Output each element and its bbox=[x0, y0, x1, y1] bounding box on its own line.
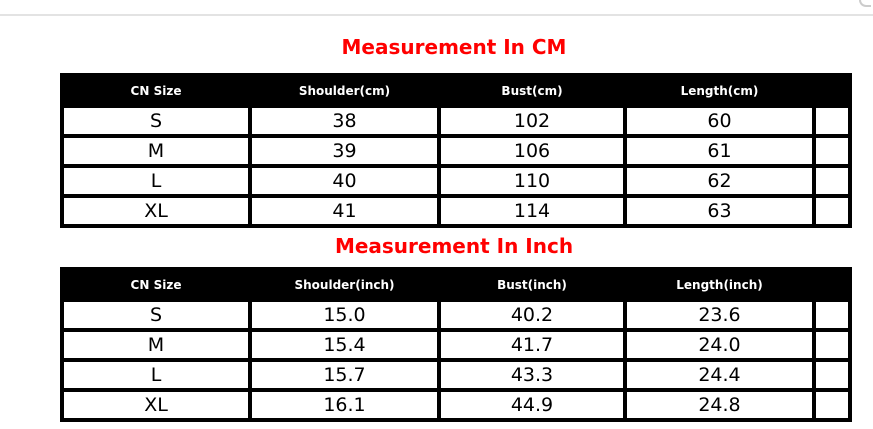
table-header-row: CN Size Shoulder(inch) Bust(inch) Length… bbox=[60, 267, 852, 302]
cell-empty bbox=[812, 328, 852, 362]
cell-bust: 43.3 bbox=[437, 358, 627, 392]
cell-size: S bbox=[60, 298, 252, 332]
cell-shoulder: 38 bbox=[248, 104, 441, 138]
cell-shoulder: 15.7 bbox=[248, 358, 441, 392]
cell-length: 60 bbox=[623, 104, 816, 138]
cell-length: 24.8 bbox=[623, 388, 816, 422]
column-header-bust: Bust(cm) bbox=[437, 73, 627, 108]
cell-length: 24.4 bbox=[623, 358, 816, 392]
column-header-empty bbox=[812, 73, 852, 108]
column-header-length: Length(cm) bbox=[623, 73, 816, 108]
cell-empty bbox=[812, 358, 852, 392]
measurement-table-inch: CN Size Shoulder(inch) Bust(inch) Length… bbox=[60, 267, 852, 422]
cell-size: L bbox=[60, 164, 252, 198]
cell-size: S bbox=[60, 104, 252, 138]
cell-shoulder: 40 bbox=[248, 164, 441, 198]
cell-bust: 41.7 bbox=[437, 328, 627, 362]
table-header-row: CN Size Shoulder(cm) Bust(cm) Length(cm) bbox=[60, 73, 852, 108]
cell-bust: 110 bbox=[437, 164, 627, 198]
cell-size: XL bbox=[60, 388, 252, 422]
cell-shoulder: 15.4 bbox=[248, 328, 441, 362]
column-header-bust: Bust(inch) bbox=[437, 267, 627, 302]
table-row-xl: XL 41 114 63 bbox=[60, 194, 852, 228]
column-header-cn-size: CN Size bbox=[60, 73, 252, 108]
cell-empty bbox=[812, 164, 852, 198]
cell-bust: 44.9 bbox=[437, 388, 627, 422]
cell-shoulder: 39 bbox=[248, 134, 441, 168]
cell-bust: 40.2 bbox=[437, 298, 627, 332]
cell-size: L bbox=[60, 358, 252, 392]
cell-bust: 102 bbox=[437, 104, 627, 138]
cell-shoulder: 16.1 bbox=[248, 388, 441, 422]
cell-length: 63 bbox=[623, 194, 816, 228]
cell-size: M bbox=[60, 328, 252, 362]
cell-empty bbox=[812, 388, 852, 422]
table-row-l: L 15.7 43.3 24.4 bbox=[60, 358, 852, 392]
cell-bust: 114 bbox=[437, 194, 627, 228]
table-row-xl: XL 16.1 44.9 24.8 bbox=[60, 388, 852, 422]
column-header-shoulder: Shoulder(inch) bbox=[248, 267, 441, 302]
cell-empty bbox=[812, 194, 852, 228]
cell-bust: 106 bbox=[437, 134, 627, 168]
title-measurement-inch: Measurement In Inch bbox=[334, 234, 574, 258]
table-row-l: L 40 110 62 bbox=[60, 164, 852, 198]
cell-length: 62 bbox=[623, 164, 816, 198]
column-header-shoulder: Shoulder(cm) bbox=[248, 73, 441, 108]
measurement-table-cm: CN Size Shoulder(cm) Bust(cm) Length(cm)… bbox=[60, 73, 852, 228]
table-row-s: S 38 102 60 bbox=[60, 104, 852, 138]
cell-empty bbox=[812, 134, 852, 168]
top-divider-line bbox=[0, 14, 873, 16]
table-row-m: M 15.4 41.7 24.0 bbox=[60, 328, 852, 362]
cell-size: M bbox=[60, 134, 252, 168]
cell-shoulder: 15.0 bbox=[248, 298, 441, 332]
cell-shoulder: 41 bbox=[248, 194, 441, 228]
cell-size: XL bbox=[60, 194, 252, 228]
cell-empty bbox=[812, 104, 852, 138]
column-header-cn-size: CN Size bbox=[60, 267, 252, 302]
column-header-length: Length(inch) bbox=[623, 267, 816, 302]
size-chart-content: Measurement In CM CN Size Shoulder(cm) B… bbox=[60, 16, 852, 422]
cell-length: 61 bbox=[623, 134, 816, 168]
table-row-m: M 39 106 61 bbox=[60, 134, 852, 168]
table-row-s: S 15.0 40.2 23.6 bbox=[60, 298, 852, 332]
cell-length: 24.0 bbox=[623, 328, 816, 362]
column-header-empty bbox=[812, 267, 852, 302]
panel-corner-fragment bbox=[859, 0, 871, 7]
title-measurement-cm: Measurement In CM bbox=[341, 35, 567, 59]
cell-length: 23.6 bbox=[623, 298, 816, 332]
cell-empty bbox=[812, 298, 852, 332]
